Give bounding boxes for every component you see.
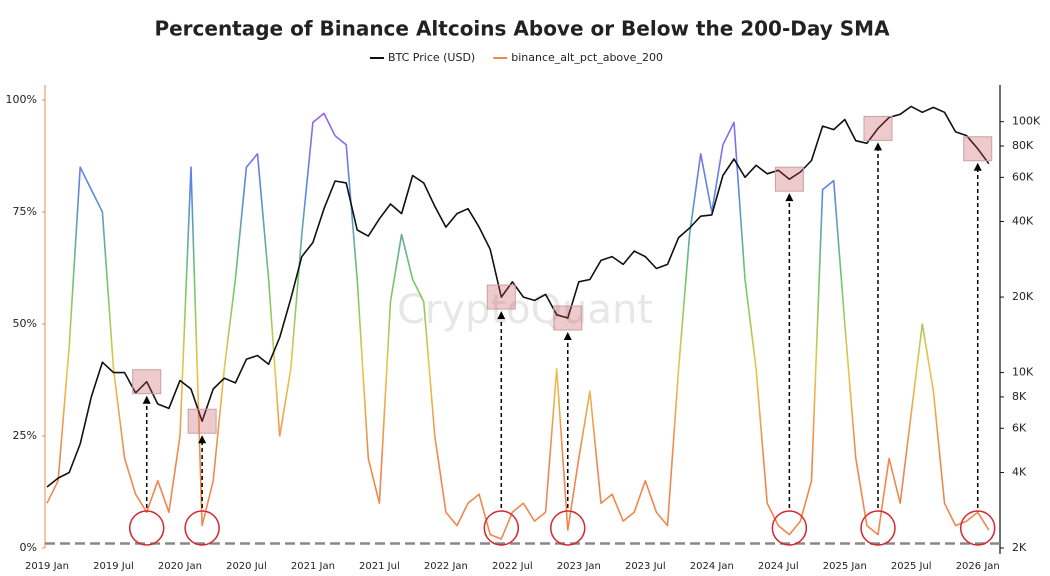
highlight-box: [187, 408, 217, 434]
x-tick-label: 2019 Jan: [25, 561, 69, 572]
x-tick-label: 2020 Jul: [226, 561, 267, 572]
series-line: [46, 105, 990, 488]
legend-label: binance_alt_pct_above_200: [511, 51, 663, 64]
y2-tick-label: 80K: [1012, 139, 1034, 152]
x-tick-label: 2025 Jul: [891, 561, 932, 572]
x-tick-label: 2023 Jul: [625, 561, 666, 572]
highlight-circle: [959, 510, 996, 546]
y-tick-label: 50%: [13, 317, 37, 330]
highlight-box: [486, 284, 516, 310]
arrow-head: [785, 193, 794, 202]
highlight-box: [863, 115, 893, 141]
x-tick-label: 2021 Jul: [359, 561, 400, 572]
y2-tick-label: 60K: [1012, 170, 1034, 183]
y-tick-label: 75%: [13, 205, 37, 218]
y-tick-label: 25%: [13, 429, 37, 442]
arrow-head: [973, 162, 982, 171]
arrow-head: [142, 395, 151, 404]
x-tick-label: 2021 Jan: [291, 561, 335, 572]
x-tick-label: 2026 Jan: [956, 561, 1000, 572]
y2-tick-label: 20K: [1012, 290, 1034, 303]
x-tick-label: 2019 Jul: [93, 561, 134, 572]
highlight-box: [963, 136, 993, 162]
y-tick-label: 0%: [20, 541, 37, 554]
y2-tick-label: 4K: [1012, 465, 1027, 478]
highlight-circle: [771, 510, 808, 546]
y2-tick-label: 10K: [1012, 366, 1034, 379]
x-tick-label: 2023 Jan: [557, 561, 601, 572]
x-tick-label: 2025 Jan: [823, 561, 867, 572]
x-tick-label: 2022 Jul: [492, 561, 533, 572]
highlight-box: [774, 166, 804, 192]
arrow-head: [874, 142, 882, 151]
arrow-head: [497, 311, 506, 320]
x-tick-label: 2024 Jan: [690, 561, 734, 572]
watermark: CryptoQuant: [397, 287, 653, 333]
highlight-box: [553, 305, 583, 331]
arrow-head: [563, 332, 572, 341]
highlight-circle: [550, 510, 586, 546]
legend-label: BTC Price (USD): [388, 51, 475, 64]
arrow-head: [198, 435, 207, 444]
x-tick-label: 2024 Jul: [758, 561, 799, 572]
chart-title: Percentage of Binance Altcoins Above or …: [154, 17, 890, 41]
y2-tick-label: 2K: [1012, 541, 1027, 554]
x-tick-label: 2022 Jan: [424, 561, 468, 572]
highlight-circle: [860, 510, 896, 546]
y2-tick-label: 100K: [1012, 115, 1041, 128]
highlight-circle: [184, 510, 220, 546]
y2-tick-label: 6K: [1012, 421, 1027, 434]
highlight-circle: [483, 510, 520, 546]
y2-tick-label: 40K: [1012, 215, 1034, 228]
x-tick-label: 2020 Jan: [158, 561, 202, 572]
series-line: [46, 112, 990, 540]
y2-tick-label: 8K: [1012, 390, 1027, 403]
highlight-box: [132, 369, 162, 395]
y-tick-label: 100%: [6, 93, 37, 106]
highlight-circle: [128, 510, 165, 546]
